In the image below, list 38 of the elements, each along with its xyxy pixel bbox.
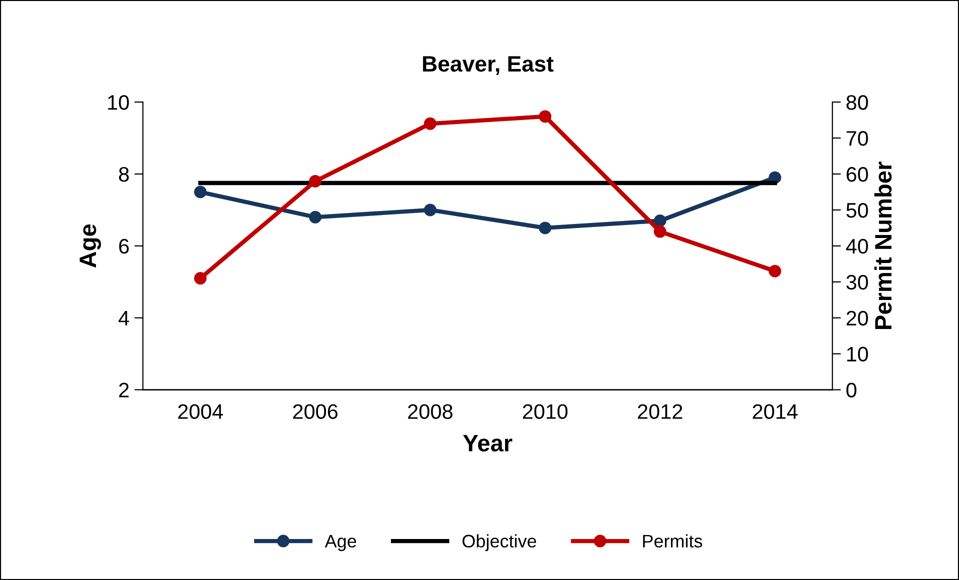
y2-tick-label: 0	[846, 382, 856, 398]
point	[194, 272, 207, 285]
x-tick-label: 2008	[408, 404, 452, 419]
x-tick-label: 2014	[752, 404, 798, 419]
x-tick-label: 2012	[638, 404, 682, 419]
y2-axis-title: Permit Number	[874, 162, 892, 329]
y2-tick-label: 70	[846, 131, 868, 146]
y2-tick-label: 80	[846, 95, 868, 110]
y-tick-label: 10	[108, 95, 129, 110]
x-tick-label: 2010	[522, 404, 568, 419]
point	[538, 222, 552, 234]
y2-tick-label: 40	[846, 238, 868, 254]
y-tick-label: 4	[118, 311, 130, 326]
chart-title: Beaver, East	[423, 56, 554, 75]
y2-tick-label: 10	[847, 346, 868, 362]
y2-tick-label: 50	[846, 202, 868, 218]
legend-label: Permits	[643, 534, 702, 548]
y-tick-label: 8	[119, 167, 129, 182]
x-axis-title: Year	[463, 435, 512, 452]
point	[768, 264, 782, 278]
y2-tick-label: 20	[846, 310, 868, 326]
point	[424, 204, 436, 216]
y-tick-label: 6	[119, 238, 129, 254]
point	[654, 225, 666, 238]
y2-tick-label: 60	[846, 167, 868, 182]
legend-label: Objective	[462, 534, 536, 552]
point	[194, 186, 207, 198]
point	[654, 214, 666, 227]
point	[424, 117, 436, 130]
point	[309, 210, 322, 224]
legend-label: Age	[324, 534, 356, 552]
y-tick-label: 2	[119, 382, 129, 398]
point	[538, 110, 552, 123]
x-tick-label: 2006	[293, 404, 338, 419]
y-axis-title: Age	[80, 224, 101, 268]
x-tick-label: 2004	[178, 404, 223, 419]
y2-tick-label: 30	[846, 274, 868, 290]
point	[309, 174, 322, 188]
